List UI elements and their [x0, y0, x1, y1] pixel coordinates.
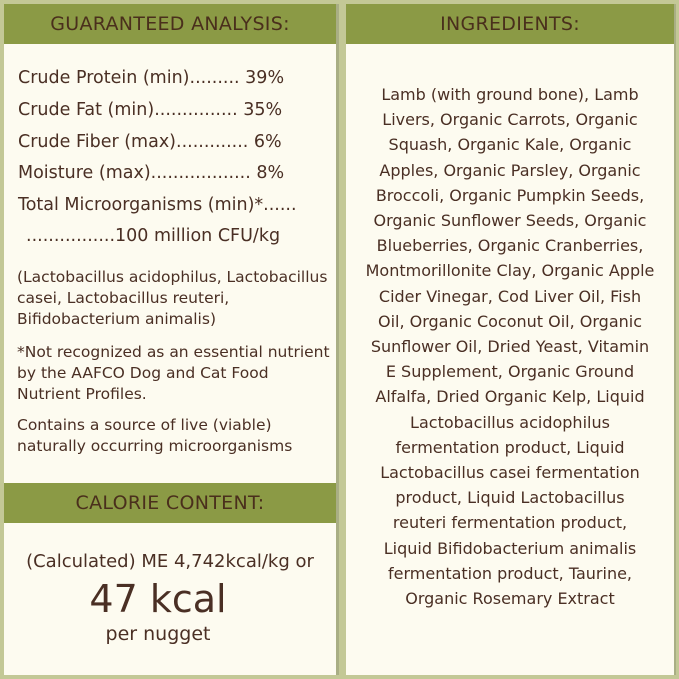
ingredients-line: Alfalfa, Dried Organic Kelp, Liquid [375, 387, 645, 407]
value: 8% [256, 163, 285, 183]
ingredients-panel: INGREDIENTS: Lamb (with ground bone), La… [346, 4, 676, 675]
label: Moisture (max) [18, 163, 151, 183]
ingredients-line: Organic Rosemary Extract [405, 589, 615, 609]
ingredients-line: Montmorillonite Clay, Organic Apple [365, 261, 655, 281]
ingredients-line: Cider Vinegar, Cod Liver Oil, Fish [378, 286, 642, 306]
ingredients-line: Blueberries, Organic Cranberries, [376, 236, 644, 256]
label: Crude Protein (min) [18, 68, 190, 88]
ingredients-line: product, Liquid Lactobacillus [395, 488, 625, 508]
ingredients-header: INGREDIENTS: [346, 4, 674, 44]
ingredients-line: Livers, Organic Carrots, Organic [382, 110, 638, 130]
leader-dots: ............... [154, 100, 238, 120]
label: Crude Fat (min) [18, 100, 155, 120]
ingredients-line: fermentation product, Taurine, [387, 563, 633, 583]
analysis-row-microorganisms: Total Microorganisms (min)*...... [18, 195, 297, 215]
leader-dots: ................ [26, 226, 116, 246]
ingredients-line: Broccoli, Organic Pumpkin Seeds, [375, 185, 645, 205]
ingredients-list: Lamb (with ground bone), Lamb Livers, Org… [346, 82, 674, 611]
ingredients-line: Sunflower Oil, Dried Yeast, Vitamin [370, 337, 650, 357]
aafco-footnote: *Not recognized as an essential nutrient… [17, 343, 330, 403]
ingredients-line: Liquid Bifidobacterium animalis [383, 538, 637, 558]
analysis-row-fiber: Crude Fiber (max)............. 6% [18, 132, 282, 152]
guaranteed-analysis-header: GUARANTEED ANALYSIS: [4, 4, 336, 44]
ingredients-line: fermentation product, Liquid [395, 437, 625, 457]
ingredients-line: Apples, Organic Parsley, Organic [379, 160, 641, 180]
calorie-per-nugget-label: per nugget [105, 623, 211, 645]
analysis-row-fat: Crude Fat (min)............... 35% [18, 100, 282, 120]
probiotic-strains: (Lactobacillus acidophilus, Lactobacillu… [17, 268, 328, 328]
ingredients-line: Lactobacillus acidophilus [410, 412, 610, 432]
label: Total Microorganisms (min)* [18, 195, 264, 215]
ingredients-line: Oil, Organic Coconut Oil, Organic [377, 311, 643, 331]
analysis-row-moisture: Moisture (max).................. 8% [18, 163, 284, 183]
ingredients-line: Organic Sunflower Seeds, Organic [373, 211, 647, 231]
analysis-row-cfu: ................100 million CFU/kg [26, 226, 280, 246]
value: 39% [245, 68, 285, 88]
leader-dots: ......... [189, 68, 240, 88]
label: Crude Fiber (max) [18, 132, 177, 152]
calorie-content-header: CALORIE CONTENT: [4, 483, 336, 523]
value: 6% [253, 132, 282, 152]
value: 100 million CFU/kg [115, 226, 281, 246]
analysis-row-protein: Crude Protein (min)......... 39% [18, 68, 284, 88]
ingredients-line: Lamb (with ground bone), Lamb [381, 85, 639, 104]
calorie-calculated: (Calculated) ME 4,742kcal/kg or [26, 551, 314, 572]
live-microorganisms-note: Contains a source of live (viable) natur… [17, 416, 293, 455]
leader-dots: .................. [150, 163, 251, 183]
ingredients-line: E Supplement, Organic Ground [385, 362, 635, 382]
guaranteed-analysis-panel: GUARANTEED ANALYSIS: Crude Protein (min)… [4, 4, 339, 675]
ingredients-line: Squash, Organic Kale, Organic [388, 135, 632, 155]
calorie-per-nugget-value: 47 kcal [89, 577, 227, 621]
ingredients-line: Lactobacillus casei fermentation [380, 463, 640, 483]
leader-dots: ............. [176, 132, 249, 152]
value: 35% [243, 100, 283, 120]
leader-dots: ...... [263, 195, 297, 215]
ingredients-line: reuteri fermentation product, [392, 513, 628, 533]
